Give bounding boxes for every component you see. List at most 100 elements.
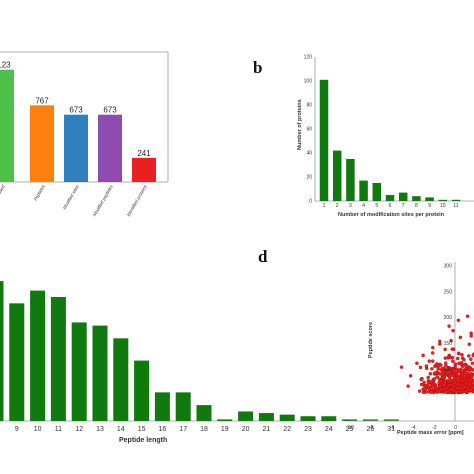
panel-b-bar bbox=[385, 195, 395, 201]
panel-d-scatter-point bbox=[467, 342, 472, 346]
panel-c-x-tick-label: 26 bbox=[367, 426, 375, 433]
panel-d-scatter-point bbox=[449, 378, 454, 383]
panel-d-scatter-point bbox=[455, 386, 460, 390]
panel-a-bar bbox=[132, 157, 156, 182]
panel-b-bar bbox=[346, 159, 355, 201]
panel-d-scatter-point bbox=[451, 359, 455, 364]
panel-d-scatter-point bbox=[430, 367, 434, 371]
panel-b-x-axis-title: Number of modification sites per protein bbox=[338, 212, 445, 218]
panel-a-bar bbox=[64, 114, 88, 182]
panel-d-scatter-point bbox=[428, 371, 433, 376]
panel-a-category-label: Identified proteins bbox=[126, 183, 148, 217]
panel-d-scatter-point bbox=[466, 386, 471, 391]
panel-c-bar bbox=[0, 281, 4, 421]
panel-b-x-tick-label: 6 bbox=[389, 203, 392, 209]
panel-d-scatter-point bbox=[432, 387, 436, 391]
panel-d-scatter-point bbox=[419, 382, 424, 387]
panel-d-scatter-point bbox=[451, 385, 456, 390]
panel-d-scatter-point bbox=[442, 375, 447, 379]
panel-d-scatter-point bbox=[460, 379, 465, 384]
panel-b-x-tick-label: 5 bbox=[375, 203, 378, 209]
panel-c-bar-chart: 9 10 11 12 13 14 15 16 17 18 19 20 21 22 23 24 25 26 31 Pe… bbox=[0, 281, 399, 444]
panel-d-scatter-point bbox=[429, 380, 434, 384]
panel-b-y-axis-title: Number of proteins bbox=[297, 99, 303, 150]
panel-d-y-tick-label: 100 bbox=[444, 367, 453, 373]
panel-d-scatter-point bbox=[432, 377, 437, 381]
panel-a-bar bbox=[30, 105, 54, 182]
panel-d-x-tick-label: -4 bbox=[411, 425, 416, 431]
panel-d-y-axis-title: Peptide score bbox=[368, 322, 374, 358]
panel-d-scatter-point bbox=[467, 368, 471, 373]
panel-b-bar bbox=[398, 192, 408, 201]
panel-d-scatter-point bbox=[461, 364, 465, 368]
panel-c-x-tick-label: 10 bbox=[34, 426, 42, 433]
panel-c-bar bbox=[113, 338, 129, 421]
panel-b-y-tick-label: 80 bbox=[306, 103, 312, 109]
panel-c-bar bbox=[362, 419, 378, 421]
panel-d-x-tick-label: -2 bbox=[432, 425, 437, 431]
panel-b-bar bbox=[438, 199, 448, 201]
panel-d-scatter-point bbox=[449, 383, 454, 387]
panel-d-scatter-point bbox=[415, 361, 419, 365]
panel-d-scatter-point bbox=[431, 345, 435, 350]
panel-d-scatter-point bbox=[455, 370, 460, 375]
panel-d-scatter-point bbox=[452, 368, 457, 372]
panel-c-bar bbox=[258, 413, 274, 421]
panel-d-scatter-point bbox=[465, 364, 469, 368]
panel-c-x-tick-label: 17 bbox=[179, 426, 187, 433]
panel-b-x-tick-label: 2 bbox=[336, 203, 339, 209]
panel-d-scatter-point bbox=[444, 390, 448, 394]
panel-a-bar bbox=[0, 69, 14, 182]
panel-b-x-tick-label: 10 bbox=[440, 203, 446, 209]
panel-d-scatter-point bbox=[442, 383, 446, 387]
panel-d-scatter-point bbox=[463, 385, 467, 389]
panel-c-x-tick-label: 13 bbox=[96, 426, 104, 433]
panel-d-scatter-point bbox=[406, 384, 410, 388]
panel-d-scatter-point bbox=[455, 356, 460, 361]
panel-d-scatter-point bbox=[422, 380, 426, 385]
panel-c-x-tick-label: 18 bbox=[200, 426, 208, 433]
panel-d-scatter-point bbox=[456, 351, 461, 356]
panel-c-x-tick-label: 15 bbox=[138, 426, 146, 433]
panel-d-scatter-point bbox=[427, 359, 432, 363]
panel-d-scatter-point bbox=[436, 364, 440, 368]
panel-d-scatter-point bbox=[443, 347, 447, 352]
panel-d-scatter-point bbox=[471, 353, 474, 358]
panel-d-scatter-point bbox=[424, 383, 428, 388]
panel-c-x-tick-label: 12 bbox=[75, 426, 83, 433]
panel-c-x-tick-label: 14 bbox=[117, 426, 125, 433]
panel-a-category-label: Peptides bbox=[33, 183, 46, 201]
panel-d-scatter-point bbox=[429, 390, 433, 394]
panel-d-y-tick-label: 250 bbox=[444, 289, 453, 295]
panel-d-scatter-point bbox=[452, 381, 457, 386]
panel-a-category-label: ...identified bbox=[0, 184, 6, 206]
panel-d-scatter-point bbox=[437, 389, 442, 393]
panel-d-scatter-point bbox=[421, 353, 425, 358]
panel-c-x-tick-label: 20 bbox=[242, 426, 250, 433]
panel-d-scatter-point bbox=[456, 318, 461, 323]
panel-b-y-tick-label: 120 bbox=[304, 55, 313, 61]
panel-d-scatter-point bbox=[460, 383, 465, 388]
panel-c-bar bbox=[321, 416, 337, 421]
panel-b-x-tick-label: 4 bbox=[362, 203, 365, 209]
panel-c-bar bbox=[134, 360, 150, 421]
panel-a-value-label: 673 bbox=[103, 106, 117, 115]
panel-d-scatter-point bbox=[460, 352, 464, 357]
panel-d-scatter-point bbox=[470, 386, 474, 390]
panel-b-x-tick-label: 7 bbox=[402, 203, 405, 209]
panel-d-scatter-point bbox=[457, 361, 461, 366]
panel-d-scatter-point bbox=[433, 371, 437, 375]
panel-c-x-axis-title: Peptide length bbox=[119, 437, 167, 444]
panel-c-bar bbox=[9, 303, 25, 421]
panel-d-scatter-point bbox=[445, 371, 450, 376]
panel-c-bar bbox=[50, 296, 66, 421]
panel-d-scatter-point bbox=[408, 374, 413, 378]
panel-a-bar-chart: 1123 767 673 673 241 ...identified Peptides Mo… bbox=[0, 51, 169, 217]
panel-d-scatter-point bbox=[464, 382, 468, 386]
panel-d-scatter-point bbox=[418, 365, 423, 370]
panel-d-scatter-point bbox=[467, 383, 472, 387]
panel-d-scatter-point bbox=[437, 380, 441, 385]
panel-d-scatter-point bbox=[422, 387, 427, 392]
panel-a-value-label: 241 bbox=[137, 149, 151, 158]
